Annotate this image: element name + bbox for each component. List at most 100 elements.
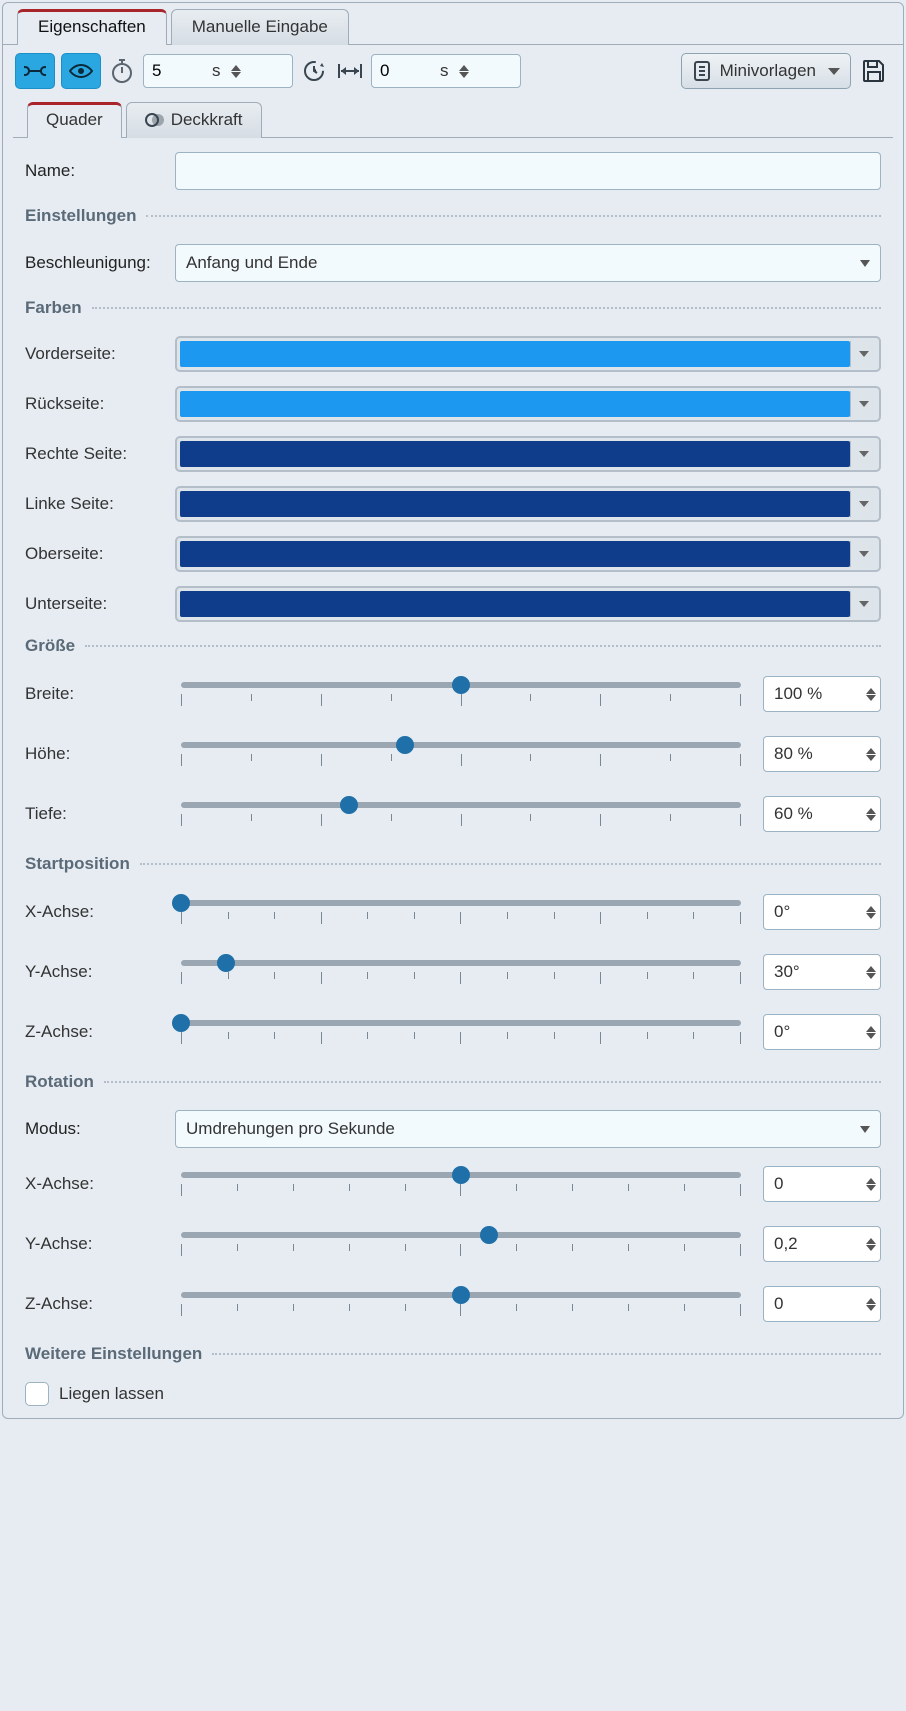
chevron-down-icon xyxy=(860,1126,870,1133)
link-icon xyxy=(24,64,46,78)
rot-z-slider[interactable] xyxy=(175,1284,747,1324)
rot-x-value-field[interactable]: 0 xyxy=(763,1166,881,1202)
start-x-value-field[interactable]: 0° xyxy=(763,894,881,930)
depth-up[interactable] xyxy=(866,808,876,814)
rot-z-down[interactable] xyxy=(866,1305,876,1311)
chevron-down-icon xyxy=(850,541,876,567)
name-input[interactable] xyxy=(175,152,881,190)
offset-unit: s xyxy=(440,61,455,81)
duration-unit: s xyxy=(212,61,227,81)
rot-y-down[interactable] xyxy=(866,1245,876,1251)
color-right-picker[interactable] xyxy=(175,436,881,472)
depth-value-field[interactable]: 60 % xyxy=(763,796,881,832)
chevron-down-icon xyxy=(860,260,870,267)
offset-up[interactable] xyxy=(459,65,469,71)
chevron-down-icon xyxy=(850,341,876,367)
size-heading: Größe xyxy=(25,636,75,656)
save-button[interactable] xyxy=(857,56,891,86)
start-z-slider[interactable] xyxy=(175,1012,747,1052)
start-y-value-field[interactable]: 30° xyxy=(763,954,881,990)
depth-slider[interactable] xyxy=(175,794,747,834)
opacity-icon xyxy=(145,111,165,129)
chevron-down-icon xyxy=(850,391,876,417)
color-front-picker[interactable] xyxy=(175,336,881,372)
rot-x-up[interactable] xyxy=(866,1178,876,1184)
tab-manual-input[interactable]: Manuelle Eingabe xyxy=(171,9,349,45)
rot-z-label: Z-Achse: xyxy=(25,1294,175,1314)
height-up[interactable] xyxy=(866,748,876,754)
color-left-label: Linke Seite: xyxy=(25,494,175,514)
start-y-down[interactable] xyxy=(866,973,876,979)
duration-input[interactable] xyxy=(152,61,212,81)
duration-down[interactable] xyxy=(231,72,241,78)
subtab-opacity[interactable]: Deckkraft xyxy=(126,102,262,138)
rot-x-label: X-Achse: xyxy=(25,1174,175,1194)
start-z-label: Z-Achse: xyxy=(25,1022,175,1042)
chevron-down-icon xyxy=(850,491,876,517)
offset-down[interactable] xyxy=(459,72,469,78)
chevron-down-icon xyxy=(850,591,876,617)
start-z-value: 0° xyxy=(774,1022,862,1042)
settings-heading: Einstellungen xyxy=(25,206,136,226)
height-down[interactable] xyxy=(866,755,876,761)
rot-z-value: 0 xyxy=(774,1294,862,1314)
chevron-down-icon xyxy=(828,68,840,75)
link-toggle-button[interactable] xyxy=(15,53,55,89)
width-arrows-icon xyxy=(335,56,365,86)
offset-field[interactable]: s xyxy=(371,54,521,88)
width-label: Breite: xyxy=(25,684,175,704)
height-value-field[interactable]: 80 % xyxy=(763,736,881,772)
height-slider[interactable] xyxy=(175,734,747,774)
rot-y-up[interactable] xyxy=(866,1238,876,1244)
width-up[interactable] xyxy=(866,688,876,694)
duration-up[interactable] xyxy=(231,65,241,71)
rot-z-value-field[interactable]: 0 xyxy=(763,1286,881,1322)
save-icon xyxy=(861,58,887,84)
start-y-slider[interactable] xyxy=(175,952,747,992)
eye-icon xyxy=(69,63,93,79)
mini-templates-label: Minivorlagen xyxy=(720,61,816,81)
color-back-picker[interactable] xyxy=(175,386,881,422)
accel-select[interactable]: Anfang und Ende xyxy=(175,244,881,282)
start-z-down[interactable] xyxy=(866,1033,876,1039)
colors-heading: Farben xyxy=(25,298,82,318)
start-z-value-field[interactable]: 0° xyxy=(763,1014,881,1050)
start-y-value: 30° xyxy=(774,962,862,982)
rot-y-slider[interactable] xyxy=(175,1224,747,1264)
rot-x-down[interactable] xyxy=(866,1185,876,1191)
mode-select[interactable]: Umdrehungen pro Sekunde xyxy=(175,1110,881,1148)
lie-checkbox[interactable] xyxy=(25,1382,49,1406)
start-x-up[interactable] xyxy=(866,906,876,912)
offset-input[interactable] xyxy=(380,61,440,81)
color-left-picker[interactable] xyxy=(175,486,881,522)
subtab-cuboid[interactable]: Quader xyxy=(27,102,122,138)
rot-x-value: 0 xyxy=(774,1174,862,1194)
loop-time-icon[interactable] xyxy=(299,56,329,86)
rot-y-value-field[interactable]: 0,2 xyxy=(763,1226,881,1262)
start-x-slider[interactable] xyxy=(175,892,747,932)
start-x-down[interactable] xyxy=(866,913,876,919)
visibility-toggle-button[interactable] xyxy=(61,53,101,89)
color-top-picker[interactable] xyxy=(175,536,881,572)
width-down[interactable] xyxy=(866,695,876,701)
start-x-value: 0° xyxy=(774,902,862,922)
mini-templates-button[interactable]: Minivorlagen xyxy=(681,53,851,89)
height-value: 80 % xyxy=(774,744,862,764)
name-label: Name: xyxy=(25,161,175,181)
start-x-label: X-Achse: xyxy=(25,902,175,922)
depth-down[interactable] xyxy=(866,815,876,821)
width-slider[interactable] xyxy=(175,674,747,714)
rot-y-label: Y-Achse: xyxy=(25,1234,175,1254)
rot-z-up[interactable] xyxy=(866,1298,876,1304)
width-value-field[interactable]: 100 % xyxy=(763,676,881,712)
duration-field[interactable]: s xyxy=(143,54,293,88)
tab-properties[interactable]: Eigenschaften xyxy=(17,9,167,45)
rot-x-slider[interactable] xyxy=(175,1164,747,1204)
startpos-heading: Startposition xyxy=(25,854,130,874)
accel-value: Anfang und Ende xyxy=(186,253,317,273)
toolbar: s s Minivorlagen xyxy=(3,45,903,97)
start-z-up[interactable] xyxy=(866,1026,876,1032)
lie-label: Liegen lassen xyxy=(59,1384,164,1404)
color-bottom-picker[interactable] xyxy=(175,586,881,622)
start-y-up[interactable] xyxy=(866,966,876,972)
